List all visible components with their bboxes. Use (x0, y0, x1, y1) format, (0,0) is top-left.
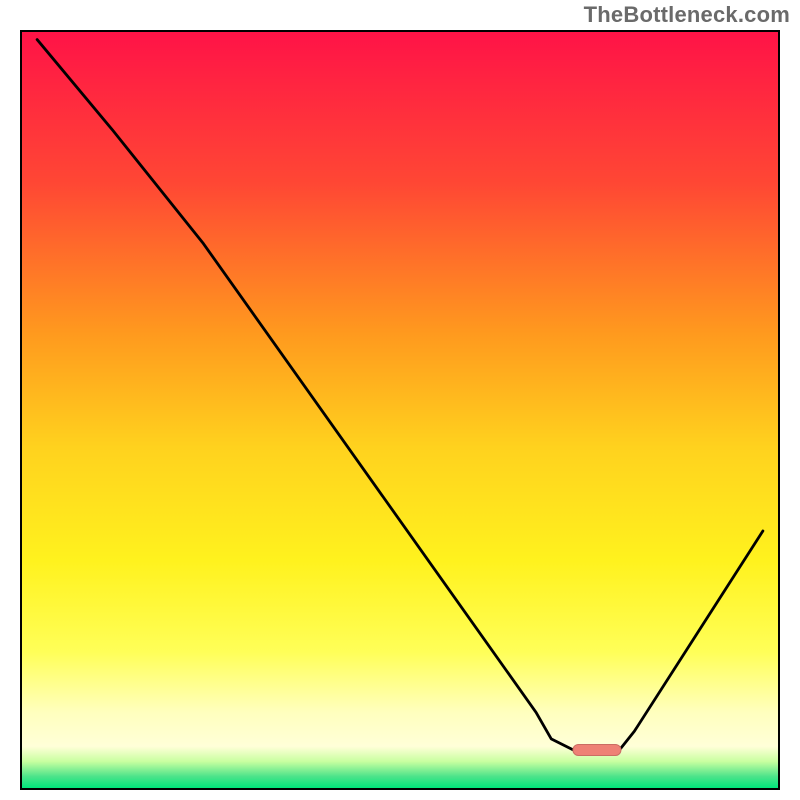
bottleneck-curve (22, 32, 778, 788)
watermark-text: TheBottleneck.com (584, 2, 790, 28)
plot-area (20, 30, 780, 790)
optimal-marker (572, 744, 621, 756)
